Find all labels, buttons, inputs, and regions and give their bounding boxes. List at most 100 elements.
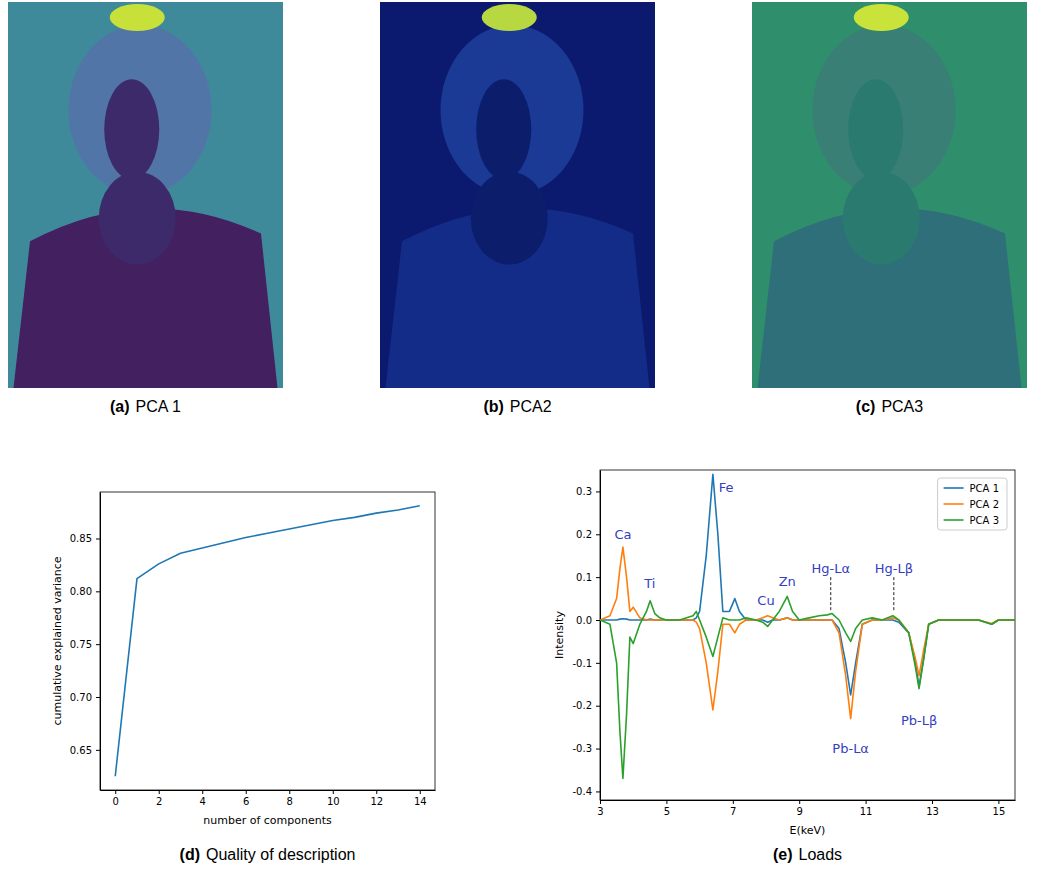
- panel-letter: (b): [483, 398, 503, 415]
- y-tick: -0.2: [572, 700, 600, 711]
- x-tick-label: 14: [414, 796, 427, 807]
- image-face: [848, 79, 903, 179]
- y-tick-label: 0.1: [576, 572, 592, 583]
- image-bright-spot: [854, 4, 909, 31]
- x-tick: 5: [664, 800, 670, 817]
- image-background: [380, 2, 655, 388]
- x-tick: 13: [926, 800, 939, 817]
- x-tick-mark: [666, 800, 667, 804]
- x-tick: 11: [860, 800, 873, 817]
- y-tick-label: -0.2: [572, 700, 592, 711]
- y-tick-mark: [96, 644, 100, 645]
- caption-text: PCA 1: [136, 398, 181, 415]
- x-tick-label: 5: [664, 806, 670, 817]
- caption-text: PCA2: [510, 398, 552, 415]
- series-line: [600, 547, 1015, 718]
- x-tick-label: 11: [860, 806, 873, 817]
- annotation: Pb-Lα: [832, 741, 869, 756]
- x-tick-label: 7: [730, 806, 736, 817]
- annotation: Hg-Lα: [811, 561, 850, 576]
- y-axis: 0.65 0.70 0.75 0.80 0.85: [70, 493, 101, 791]
- x-axis-title: E(keV): [790, 824, 826, 837]
- series-line: [115, 506, 420, 777]
- annotation-line: [830, 577, 831, 611]
- y-tick-label: 0.65: [70, 745, 92, 756]
- y-tick: 0.70: [70, 692, 100, 703]
- panel-letter: (c): [856, 398, 876, 415]
- annotation: Ti: [643, 576, 655, 591]
- x-tick-label: 9: [797, 806, 803, 817]
- x-tick: 14: [414, 790, 427, 807]
- image-panel: [8, 2, 283, 388]
- legend-label: PCA 1: [970, 483, 999, 494]
- x-tick-mark: [420, 790, 421, 794]
- y-tick: 0.3: [576, 486, 600, 497]
- y-tick-mark: [596, 663, 600, 664]
- panel-letter: (d): [180, 846, 200, 863]
- x-tick-mark: [376, 790, 377, 794]
- y-tick: 0.65: [70, 745, 100, 756]
- series-line: [600, 474, 1015, 695]
- y-tick: 0.80: [70, 586, 100, 597]
- y-axis-title: Intensity: [553, 611, 566, 659]
- x-tick: 6: [243, 790, 249, 807]
- y-tick-label: 0.70: [70, 692, 92, 703]
- image-face: [476, 79, 531, 179]
- y-tick-label: 0.80: [70, 586, 92, 597]
- plot-frame: [100, 492, 435, 790]
- y-tick-label: 0.2: [576, 529, 592, 540]
- legend-label: PCA 3: [970, 515, 999, 526]
- x-tick: 7: [730, 800, 736, 817]
- x-tick-mark: [289, 790, 290, 794]
- x-tick-mark: [866, 800, 867, 804]
- caption: (c) PCA3: [856, 398, 923, 415]
- x-tick: 3: [597, 800, 603, 817]
- x-tick: 4: [200, 790, 206, 807]
- y-tick-mark: [596, 791, 600, 792]
- y-axis-title: cumulative explained variance: [51, 556, 64, 725]
- x-tick-label: 0: [113, 796, 119, 807]
- x-tick: 2: [156, 790, 162, 807]
- annotation: Zn: [779, 574, 796, 589]
- image-chest: [471, 172, 548, 265]
- y-tick-label: 0.85: [70, 533, 92, 544]
- y-tick-mark: [596, 491, 600, 492]
- x-tick-mark: [600, 800, 601, 804]
- y-tick-label: -0.3: [572, 743, 592, 754]
- x-tick-label: 2: [156, 796, 162, 807]
- y-tick-label: -0.1: [572, 658, 592, 669]
- x-tick-label: 3: [597, 806, 603, 817]
- x-tick-mark: [202, 790, 203, 794]
- caption-text: Loads: [798, 846, 842, 863]
- x-tick-label: 4: [200, 796, 206, 807]
- x-tick-label: 10: [327, 796, 340, 807]
- annotation: Ca: [614, 527, 631, 542]
- y-tick-mark: [596, 577, 600, 578]
- caption-text: PCA3: [881, 398, 923, 415]
- y-tick-mark: [96, 538, 100, 539]
- x-tick-mark: [998, 800, 999, 804]
- x-tick-label: 15: [993, 806, 1006, 817]
- y-tick-mark: [96, 750, 100, 751]
- caption-text: Quality of description: [206, 846, 355, 863]
- x-tick-label: 8: [287, 796, 293, 807]
- y-tick: 0.1: [576, 572, 600, 583]
- annotation: Fe: [719, 480, 734, 495]
- annotation: Pb-Lβ: [901, 713, 937, 728]
- x-tick-mark: [159, 790, 160, 794]
- x-tick: 9: [797, 800, 803, 817]
- figure: (a)PCA 1(b)PCA2(c)PCA3024681012140.650.7…: [0, 0, 1045, 875]
- x-tick-mark: [932, 800, 933, 804]
- legend-swatch: [944, 487, 964, 489]
- caption: (b) PCA2: [483, 398, 551, 415]
- x-tick-mark: [246, 790, 247, 794]
- y-tick: 0.75: [70, 639, 100, 650]
- x-tick: 15: [993, 800, 1006, 817]
- y-tick: 0.0: [576, 615, 600, 626]
- y-tick: -0.1: [572, 658, 600, 669]
- image-panel: [752, 2, 1027, 388]
- y-tick-mark: [596, 706, 600, 707]
- y-axis: -0.4-0.3-0.2-0.10.00.10.20.3: [572, 471, 600, 801]
- x-tick-label: 12: [370, 796, 383, 807]
- image-background: [8, 2, 283, 388]
